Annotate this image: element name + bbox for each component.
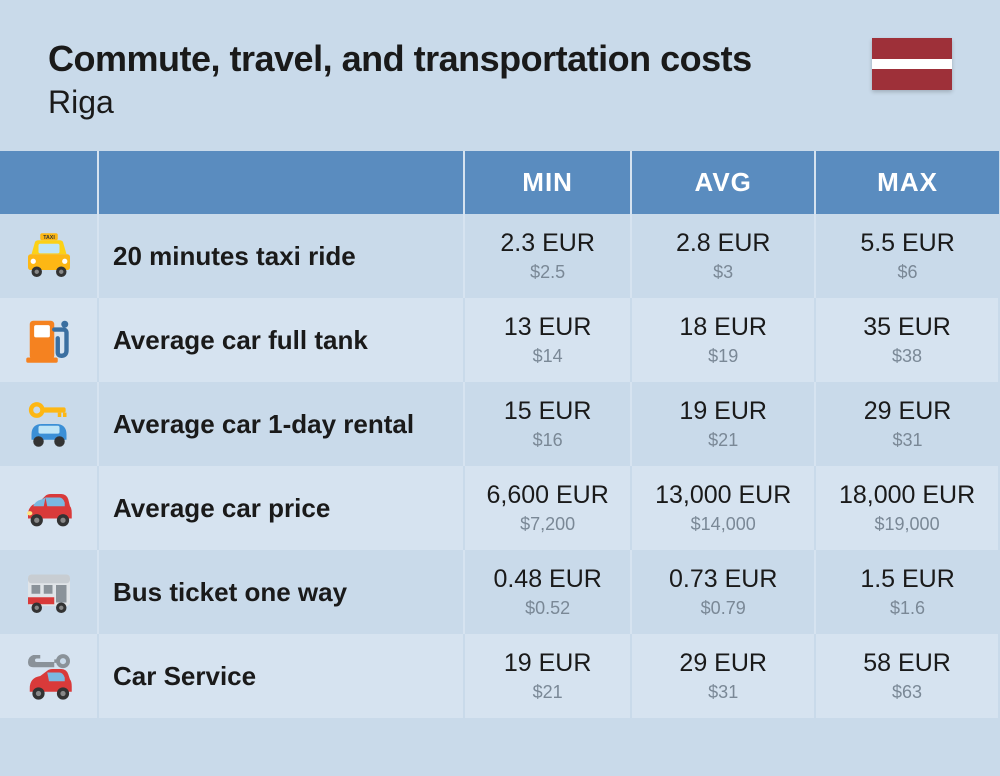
price-usd: $16 [473,430,622,451]
price-eur: 0.48 EUR [473,565,622,594]
table-row: Average car price 6,600 EUR $7,200 13,000 E… [0,466,999,550]
price-min: 15 EUR $16 [464,382,631,466]
price-usd: $14 [473,346,622,367]
price-avg: 2.8 EUR $3 [631,214,815,298]
taxi-icon: TAXI [0,214,98,298]
price-usd: $0.79 [640,598,806,619]
page-subtitle: Riga [48,84,752,121]
price-usd: $2.5 [473,262,622,283]
price-eur: 19 EUR [473,649,622,678]
row-label: Average car price [98,466,464,550]
price-usd: $3 [640,262,806,283]
price-usd: $31 [640,682,806,703]
price-usd: $0.52 [473,598,622,619]
flag-stripe-top [872,38,952,59]
price-avg: 18 EUR $19 [631,298,815,382]
flag-stripe-mid [872,59,952,69]
table-row: Average car 1-day rental 15 EUR $16 19 EUR $… [0,382,999,466]
price-eur: 35 EUR [824,313,990,342]
col-icon [0,151,98,214]
price-eur: 19 EUR [640,397,806,426]
price-eur: 13,000 EUR [640,481,806,510]
col-min: MIN [464,151,631,214]
price-eur: 58 EUR [824,649,990,678]
car-icon [0,466,98,550]
price-max: 1.5 EUR $1.6 [815,550,999,634]
price-eur: 0.73 EUR [640,565,806,594]
price-usd: $21 [473,682,622,703]
table-header: MIN AVG MAX [0,151,999,214]
price-min: 0.48 EUR $0.52 [464,550,631,634]
price-eur: 18,000 EUR [824,481,990,510]
price-usd: $19 [640,346,806,367]
price-max: 5.5 EUR $6 [815,214,999,298]
costs-table: MIN AVG MAX TAXI 20 minutes taxi ride2.3… [0,151,1000,718]
price-avg: 0.73 EUR $0.79 [631,550,815,634]
row-label: Car Service [98,634,464,718]
price-max: 29 EUR $31 [815,382,999,466]
price-eur: 1.5 EUR [824,565,991,594]
title-block: Commute, travel, and transportation cost… [48,38,752,121]
price-max: 35 EUR $38 [815,298,999,382]
car-service-icon [0,634,98,718]
table-row: Average car full tank 13 EUR $14 18 EUR $19 3… [0,298,999,382]
table-body: TAXI 20 minutes taxi ride 2.3 EUR $2.5 2.8 … [0,214,999,718]
price-max: 18,000 EUR $19,000 [815,466,999,550]
price-usd: $6 [824,262,991,283]
price-eur: 29 EUR [640,649,806,678]
row-label: 20 minutes taxi ride [98,214,464,298]
price-min: 13 EUR $14 [464,298,631,382]
price-avg: 19 EUR $21 [631,382,815,466]
price-usd: $7,200 [473,514,622,535]
price-usd: $14,000 [640,514,806,535]
price-usd: $1.6 [824,598,991,619]
price-usd: $21 [640,430,806,451]
price-usd: $31 [824,430,991,451]
flag-stripe-bot [872,69,952,90]
price-min: 2.3 EUR $2.5 [464,214,631,298]
price-avg: 29 EUR $31 [631,634,815,718]
price-usd: $38 [824,346,990,367]
price-eur: 15 EUR [473,397,622,426]
price-avg: 13,000 EUR $14,000 [631,466,815,550]
price-min: 19 EUR $21 [464,634,631,718]
price-eur: 5.5 EUR [824,229,991,258]
table-row: TAXI 20 minutes taxi ride 2.3 EUR $2.5 2.8 … [0,214,999,298]
row-label: Average car 1-day rental [98,382,464,466]
price-eur: 2.8 EUR [640,229,806,258]
price-max: 58 EUR $63 [815,634,999,718]
svg-text:TAXI: TAXI [43,235,55,241]
header: Commute, travel, and transportation cost… [0,0,1000,151]
price-eur: 18 EUR [640,313,806,342]
table-row: Bus ticket one way 0.48 EUR $0.52 0.73 EUR $… [0,550,999,634]
page-title: Commute, travel, and transportation cost… [48,38,752,80]
price-eur: 29 EUR [824,397,991,426]
col-max: MAX [815,151,999,214]
price-eur: 6,600 EUR [473,481,622,510]
latvia-flag-icon [872,38,952,90]
bus-icon [0,550,98,634]
price-eur: 13 EUR [473,313,622,342]
price-min: 6,600 EUR $7,200 [464,466,631,550]
price-usd: $19,000 [824,514,990,535]
table-row: Car Service 19 EUR $21 29 EUR $31 58 EUR $63 [0,634,999,718]
col-avg: AVG [631,151,815,214]
row-label: Bus ticket one way [98,550,464,634]
col-label [98,151,464,214]
row-label: Average car full tank [98,298,464,382]
price-eur: 2.3 EUR [473,229,622,258]
car-key-icon [0,382,98,466]
price-usd: $63 [824,682,990,703]
fuel-pump-icon [0,298,98,382]
